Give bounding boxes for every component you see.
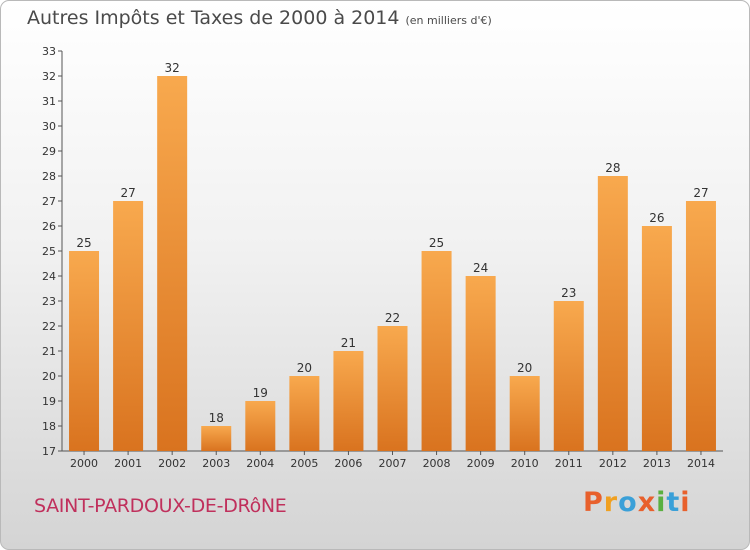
data-label: 19 (253, 386, 268, 400)
x-tick-label: 2002 (158, 457, 186, 470)
y-tick-label: 20 (42, 370, 56, 383)
bar-2001 (113, 201, 144, 451)
bar-2000 (69, 251, 100, 451)
bar-2004 (245, 401, 276, 451)
x-tick-label: 2000 (70, 457, 98, 470)
data-label: 25 (429, 236, 444, 250)
bar-2007 (377, 326, 408, 451)
x-axis: 2000 2001 2002 2003 2004 2005 2006 2007 2008 2009… (62, 450, 723, 470)
chart-title: Autres Impôts et Taxes de 2000 à 2014 (en… (27, 7, 492, 29)
x-tick-label: 2008 (423, 457, 451, 470)
y-tick-label: 32 (42, 70, 56, 83)
data-label: 32 (165, 61, 180, 75)
x-tick-label: 2009 (467, 457, 495, 470)
y-tick-label: 17 (42, 445, 56, 458)
bar-2010 (509, 376, 540, 451)
data-label: 24 (473, 261, 488, 275)
y-tick-label: 18 (42, 420, 56, 433)
bar-2003 (201, 426, 232, 451)
y-tick-label: 19 (42, 395, 56, 408)
bar-2012 (597, 176, 628, 451)
y-tick-label: 27 (42, 195, 56, 208)
y-tick-label: 22 (42, 320, 56, 333)
x-tick-label: 2011 (555, 457, 583, 470)
x-tick-label: 2005 (290, 457, 318, 470)
x-tick-label: 2004 (246, 457, 274, 470)
bar-2008 (421, 251, 452, 451)
proxiti-logo: Proxiti (583, 487, 691, 518)
bar-2011 (553, 301, 584, 451)
bar-2013 (641, 226, 672, 451)
data-label: 23 (561, 286, 576, 300)
data-label: 21 (341, 336, 356, 350)
x-tick-label: 2013 (643, 457, 671, 470)
y-tick-label: 24 (42, 270, 56, 283)
bar-2009 (465, 276, 496, 451)
x-tick-label: 2003 (202, 457, 230, 470)
data-label: 26 (649, 211, 664, 225)
bar-2014 (685, 201, 716, 451)
x-tick-label: 2001 (114, 457, 142, 470)
y-tick-label: 33 (42, 45, 56, 58)
bar-2006 (333, 351, 364, 451)
data-label: 28 (605, 161, 620, 175)
y-tick-label: 26 (42, 220, 56, 233)
x-tick-label: 2010 (511, 457, 539, 470)
y-tick-label: 31 (42, 95, 56, 108)
x-tick-label: 2014 (687, 457, 715, 470)
y-tick-label: 23 (42, 295, 56, 308)
x-tick-label: 2012 (599, 457, 627, 470)
y-tick-label: 28 (42, 170, 56, 183)
location-name: SAINT-PARDOUX-DE-DRôNE (34, 495, 287, 517)
data-label: 27 (693, 186, 708, 200)
y-tick-label: 21 (42, 345, 56, 358)
bar-2002 (157, 76, 188, 451)
y-tick-label: 30 (42, 120, 56, 133)
x-tick-label: 2007 (379, 457, 407, 470)
data-label: 27 (120, 186, 135, 200)
y-tick-label: 29 (42, 145, 56, 158)
data-label: 22 (385, 311, 400, 325)
x-tick-label: 2006 (334, 457, 362, 470)
chart-subtitle: (en milliers d'€) (405, 14, 492, 27)
data-label: 25 (76, 236, 91, 250)
y-axis: 17 18 19 20 21 22 23 24 25 26 27 28 29 30 31 32 33 (42, 45, 63, 458)
data-label: 20 (517, 361, 532, 375)
data-label: 20 (297, 361, 312, 375)
y-tick-label: 25 (42, 245, 56, 258)
bars: 25 27 32 18 19 20 21 22 25 24 20 23 28 26 27 (69, 61, 716, 451)
data-label: 18 (209, 411, 224, 425)
bar-2005 (289, 376, 320, 451)
